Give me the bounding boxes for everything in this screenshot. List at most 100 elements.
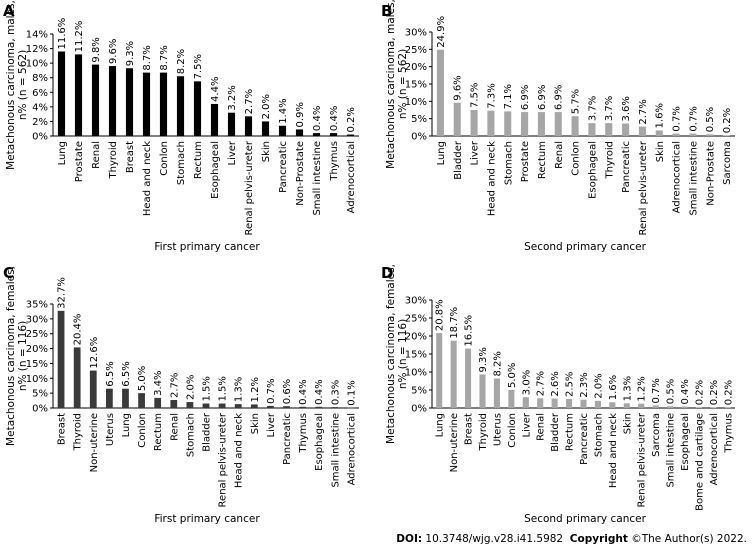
- data-label: 18.7%: [449, 307, 460, 339]
- y-tick-label: 20%: [26, 344, 48, 355]
- category-label: Stomach: [176, 141, 187, 185]
- data-label: 9.6%: [453, 75, 464, 100]
- y-tick-label: 5%: [411, 114, 427, 125]
- data-label: 20.8%: [435, 299, 446, 331]
- bar: [159, 72, 168, 136]
- data-label: 1.3%: [234, 377, 245, 402]
- category-label: Breast: [125, 141, 136, 173]
- data-label: 2.7%: [169, 373, 180, 398]
- category-label: Thyroid: [478, 413, 489, 452]
- chart-panel-c: C 0% 5% 10% 15% 20% 25% 30% 35% Metachonous carci…: [3, 264, 359, 525]
- y-axis-label-n: n% (n = 116): [17, 321, 29, 391]
- data-label: 1.6%: [655, 103, 666, 128]
- y-tick-label: 15%: [26, 359, 48, 370]
- data-label: 0.6%: [282, 379, 293, 404]
- category-label: Uterus: [492, 413, 503, 446]
- doi-value: 10.3748/wjg.v28.i41.5982: [425, 533, 564, 545]
- category-label: Bladder: [550, 412, 561, 452]
- chart-panel-d: D 0% 5% 10% 15% 20% 25% 30% Metachonous carcinom…: [381, 264, 735, 525]
- bar: [57, 51, 66, 136]
- data-label: 0.4%: [680, 379, 691, 404]
- bar: [125, 68, 134, 136]
- bar: [537, 112, 545, 136]
- category-label: Rectum: [565, 413, 576, 451]
- data-label: 0.7%: [672, 106, 683, 131]
- bar: [493, 378, 500, 408]
- category-label: Thyroid: [73, 413, 84, 452]
- bar: [623, 403, 630, 408]
- bar: [105, 388, 113, 408]
- y-tick-label: 10%: [405, 97, 427, 108]
- bar: [57, 310, 65, 408]
- data-label: 0.7%: [688, 106, 699, 131]
- category-label: Prostate: [520, 141, 531, 182]
- category-label: Skin: [622, 413, 633, 434]
- data-label: 0.7%: [266, 379, 277, 404]
- category-label: Esophageal: [587, 141, 598, 199]
- category-label: Esophageal: [314, 413, 325, 471]
- bar: [210, 103, 219, 136]
- bar: [571, 116, 579, 136]
- data-label: 8.7%: [142, 45, 153, 70]
- data-label: 2.3%: [579, 372, 590, 397]
- bar: [652, 405, 659, 408]
- bar: [689, 133, 697, 136]
- bar: [723, 135, 731, 136]
- bar: [193, 81, 202, 136]
- category-label: Esophageal: [680, 413, 691, 471]
- copyright-text: ©The Author(s) 2022.: [631, 533, 747, 545]
- category-label: Adrenocortical: [346, 413, 357, 485]
- bar: [138, 393, 145, 408]
- bar: [580, 399, 587, 408]
- data-label: 0.2%: [694, 380, 705, 405]
- data-label: 12.6%: [89, 337, 100, 369]
- category-label: Renal: [554, 141, 565, 169]
- data-label: 2.6%: [550, 371, 561, 396]
- y-tick-label: 15%: [405, 350, 427, 361]
- category-label: Thyroid: [604, 141, 615, 180]
- bar: [453, 102, 461, 136]
- y-tick-label: 4%: [32, 102, 48, 113]
- data-label: 7.5%: [193, 54, 204, 79]
- category-label: Breast: [57, 413, 68, 445]
- bar: [667, 406, 674, 408]
- category-label: Uterus: [105, 413, 116, 446]
- data-label: 5.7%: [571, 89, 582, 114]
- data-label: 9.3%: [478, 347, 489, 372]
- y-tick-label: 25%: [26, 329, 48, 340]
- bar: [91, 64, 100, 136]
- category-label: Conlon: [159, 141, 170, 176]
- y-tick-label: 30%: [405, 296, 427, 307]
- bar: [331, 407, 339, 408]
- bar: [244, 116, 253, 136]
- category-label: Thymus: [298, 413, 309, 454]
- category-label: Rectum: [153, 413, 164, 451]
- x-axis-label: First primary cancer: [154, 241, 260, 253]
- bar: [312, 133, 321, 136]
- bar: [609, 402, 616, 408]
- bar: [537, 398, 544, 408]
- bar: [436, 49, 444, 136]
- bar: [142, 72, 151, 136]
- x-axis-label: Second primary cancer: [524, 513, 647, 525]
- bar: [465, 348, 472, 408]
- bar: [295, 129, 304, 136]
- category-label: Non-uterine: [449, 413, 460, 472]
- panel-label: C: [3, 264, 14, 282]
- bar: [479, 374, 486, 408]
- y-axis-label-n: n% (n = 562): [397, 49, 409, 119]
- footer: DOI: 10.3748/wjg.v28.i41.5982 Copyright …: [396, 533, 747, 545]
- data-label: 2.7%: [244, 89, 255, 114]
- data-label: 0.7%: [651, 378, 662, 403]
- y-tick-label: 10%: [405, 368, 427, 379]
- data-label: 1.6%: [608, 375, 619, 400]
- bar: [170, 399, 178, 408]
- bar: [122, 388, 129, 408]
- y-tick-label: 5%: [411, 386, 427, 397]
- bar: [588, 123, 596, 136]
- y-tick-label: 12%: [26, 44, 48, 55]
- category-label: Rectum: [193, 141, 204, 179]
- data-label: 9.8%: [91, 37, 102, 62]
- data-label: 1.3%: [622, 376, 633, 401]
- bar: [724, 407, 731, 408]
